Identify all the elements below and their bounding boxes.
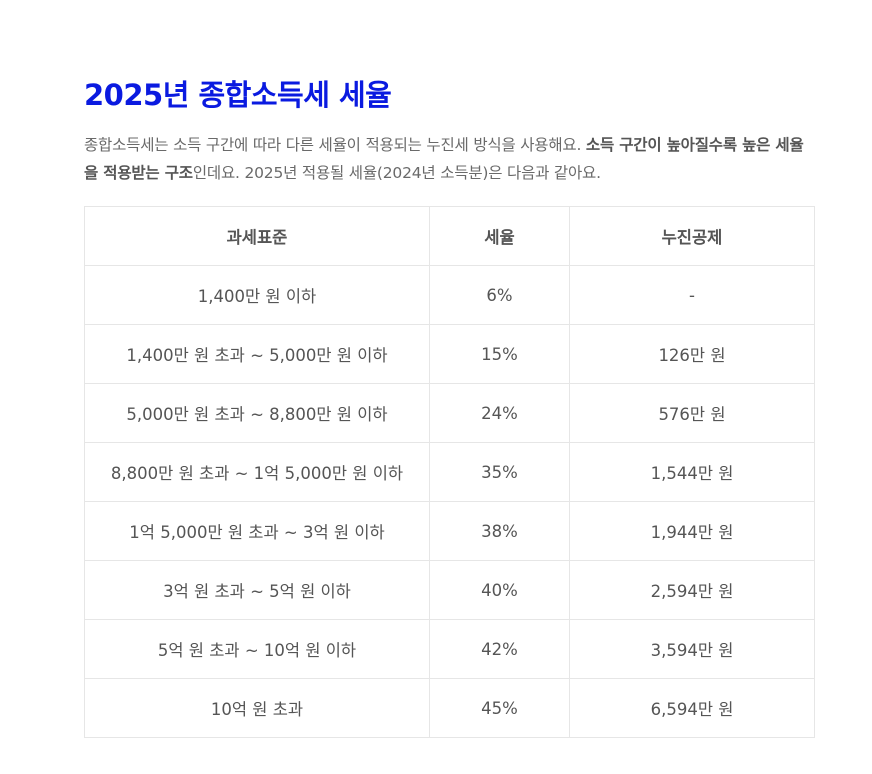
cell-deduction: 1,544만 원: [569, 442, 815, 502]
cell-tax-base: 1억 5,000만 원 초과 ~ 3억 원 이하: [84, 501, 430, 561]
cell-tax-rate: 38%: [429, 501, 570, 561]
tax-rate-table: 과세표준 세율 누진공제 1,400만 원 이하 6% - 1,400만 원 초…: [84, 206, 815, 738]
article-title: 2025년 종합소득세 세율: [84, 78, 392, 112]
cell-deduction: 576만 원: [569, 383, 815, 443]
description-emphasis: 소득 구간이 높아질수록 높은 세율을 적용받는 구조: [84, 136, 804, 182]
cell-tax-base: 5억 원 초과 ~ 10억 원 이하: [84, 619, 430, 679]
article-description: 종합소득세는 소득 구간에 따라 다른 세율이 적용되는 누진세 방식을 사용해…: [84, 131, 814, 187]
table-row: 3억 원 초과 ~ 5억 원 이하 40% 2,594만 원: [84, 560, 815, 620]
cell-tax-base: 1,400만 원 초과 ~ 5,000만 원 이하: [84, 324, 430, 384]
header-tax-base: 과세표준: [84, 206, 430, 266]
description-text: 종합소득세는 소득 구간에 따라 다른 세율이 적용되는 누진세 방식을 사용해…: [84, 136, 586, 154]
table-row: 5억 원 초과 ~ 10억 원 이하 42% 3,594만 원: [84, 619, 815, 679]
cell-tax-rate: 42%: [429, 619, 570, 679]
cell-tax-rate: 40%: [429, 560, 570, 620]
cell-tax-rate: 15%: [429, 324, 570, 384]
cell-tax-rate: 24%: [429, 383, 570, 443]
table-row: 8,800만 원 초과 ~ 1억 5,000만 원 이하 35% 1,544만 …: [84, 442, 815, 502]
cell-deduction: 1,944만 원: [569, 501, 815, 561]
cell-tax-rate: 6%: [429, 265, 570, 325]
cell-deduction: 126만 원: [569, 324, 815, 384]
cell-deduction: 2,594만 원: [569, 560, 815, 620]
cell-tax-base: 10억 원 초과: [84, 678, 430, 738]
table-row: 1억 5,000만 원 초과 ~ 3억 원 이하 38% 1,944만 원: [84, 501, 815, 561]
table-row: 1,400만 원 초과 ~ 5,000만 원 이하 15% 126만 원: [84, 324, 815, 384]
description-text-end: 인데요. 2025년 적용될 세율(2024년 소득분)은 다음과 같아요.: [192, 164, 601, 182]
cell-tax-base: 3억 원 초과 ~ 5억 원 이하: [84, 560, 430, 620]
cell-deduction: 3,594만 원: [569, 619, 815, 679]
cell-tax-rate: 35%: [429, 442, 570, 502]
cell-deduction: -: [569, 265, 815, 325]
cell-tax-base: 1,400만 원 이하: [84, 265, 430, 325]
cell-tax-rate: 45%: [429, 678, 570, 738]
header-progressive-deduction: 누진공제: [569, 206, 815, 266]
table-row: 1,400만 원 이하 6% -: [84, 265, 815, 325]
table-row: 5,000만 원 초과 ~ 8,800만 원 이하 24% 576만 원: [84, 383, 815, 443]
cell-tax-base: 5,000만 원 초과 ~ 8,800만 원 이하: [84, 383, 430, 443]
cell-tax-base: 8,800만 원 초과 ~ 1억 5,000만 원 이하: [84, 442, 430, 502]
header-tax-rate: 세율: [429, 206, 570, 266]
cell-deduction: 6,594만 원: [569, 678, 815, 738]
table-row: 10억 원 초과 45% 6,594만 원: [84, 678, 815, 738]
table-header-row: 과세표준 세율 누진공제: [84, 206, 815, 266]
